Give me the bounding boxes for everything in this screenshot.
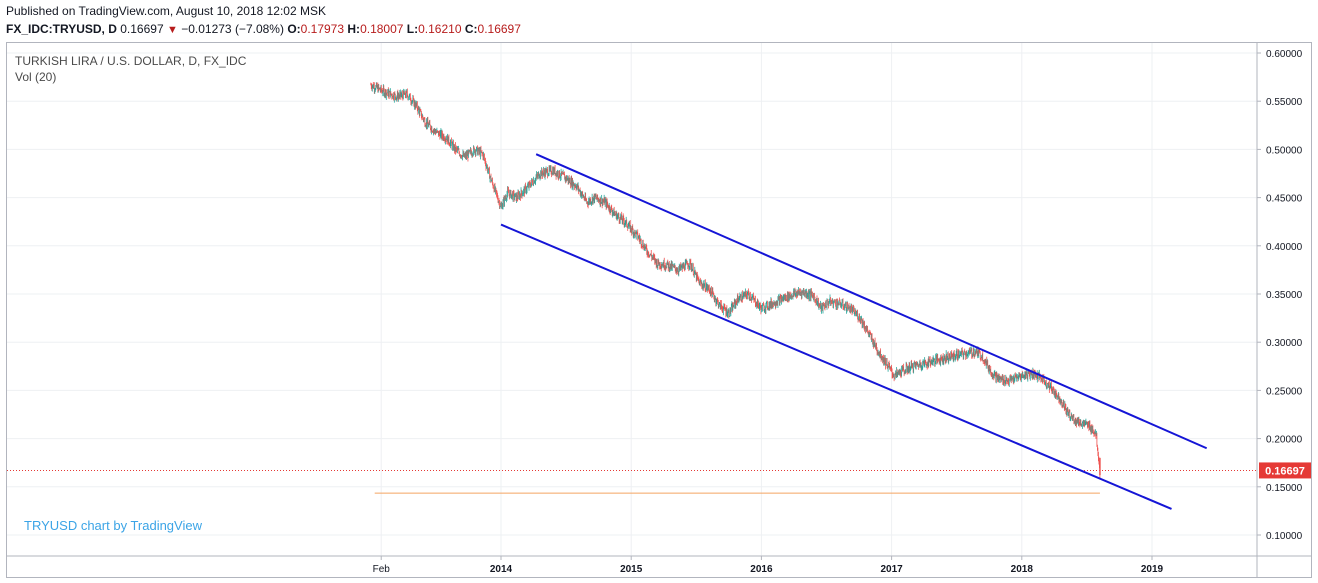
x-tick-label: 2016 — [750, 564, 773, 575]
x-tick-label: 2018 — [1011, 564, 1034, 575]
price-label-bg — [1259, 462, 1311, 479]
x-tick-label: 2014 — [490, 564, 513, 575]
close-value: 0.16697 — [477, 22, 521, 36]
y-tick-label: 0.60000 — [1266, 49, 1303, 60]
low-value: 0.16210 — [418, 22, 462, 36]
y-tick-label: 0.30000 — [1266, 338, 1303, 349]
legend-volume[interactable]: Vol (20) — [15, 70, 57, 84]
open-value: 0.17973 — [300, 22, 345, 36]
y-tick-label: 0.10000 — [1266, 531, 1303, 542]
y-tick-label: 0.50000 — [1266, 145, 1303, 156]
price-change: −0.01273 (−7.08%) — [181, 22, 284, 36]
y-tick-label: 0.15000 — [1266, 483, 1303, 494]
y-tick-label: 0.40000 — [1266, 242, 1303, 253]
x-tick-label: 2017 — [880, 564, 903, 575]
open-label: O: — [287, 22, 301, 36]
x-tick-label: Feb — [373, 564, 391, 575]
y-tick-label: 0.25000 — [1266, 386, 1303, 397]
symbol-label[interactable]: FX_IDC:TRYUSD, D — [6, 22, 117, 36]
chart-legend: TURKISH LIRA / U.S. DOLLAR, D, FX_IDC Vo… — [15, 53, 246, 85]
quote-line: FX_IDC:TRYUSD, D 0.16697 ▼ −0.01273 (−7.… — [6, 22, 521, 36]
x-tick-label: 2019 — [1141, 564, 1164, 575]
legend-title[interactable]: TURKISH LIRA / U.S. DOLLAR, D, FX_IDC — [15, 54, 247, 68]
high-label: H: — [347, 22, 361, 36]
y-tick-label: 0.45000 — [1266, 194, 1303, 205]
low-label: L: — [406, 22, 419, 36]
y-tick-label: 0.35000 — [1266, 290, 1303, 301]
channel-lower-line[interactable] — [500, 223, 1172, 510]
last-price: 0.16697 — [120, 22, 164, 36]
y-tick-label: 0.55000 — [1266, 97, 1303, 108]
published-info: Published on TradingView.com, August 10,… — [6, 4, 326, 18]
channel-upper-line[interactable] — [535, 153, 1208, 450]
close-label: C: — [464, 22, 478, 36]
y-tick-label: 0.20000 — [1266, 435, 1303, 446]
chart-frame[interactable] — [6, 42, 1312, 578]
down-arrow-icon: ▼ — [166, 24, 178, 36]
tradingview-watermark[interactable]: TRYUSD chart by TradingView — [24, 518, 202, 533]
high-value: 0.18007 — [360, 22, 404, 36]
price-label: 0.16697 — [1265, 465, 1305, 477]
x-tick-label: 2015 — [620, 564, 643, 575]
